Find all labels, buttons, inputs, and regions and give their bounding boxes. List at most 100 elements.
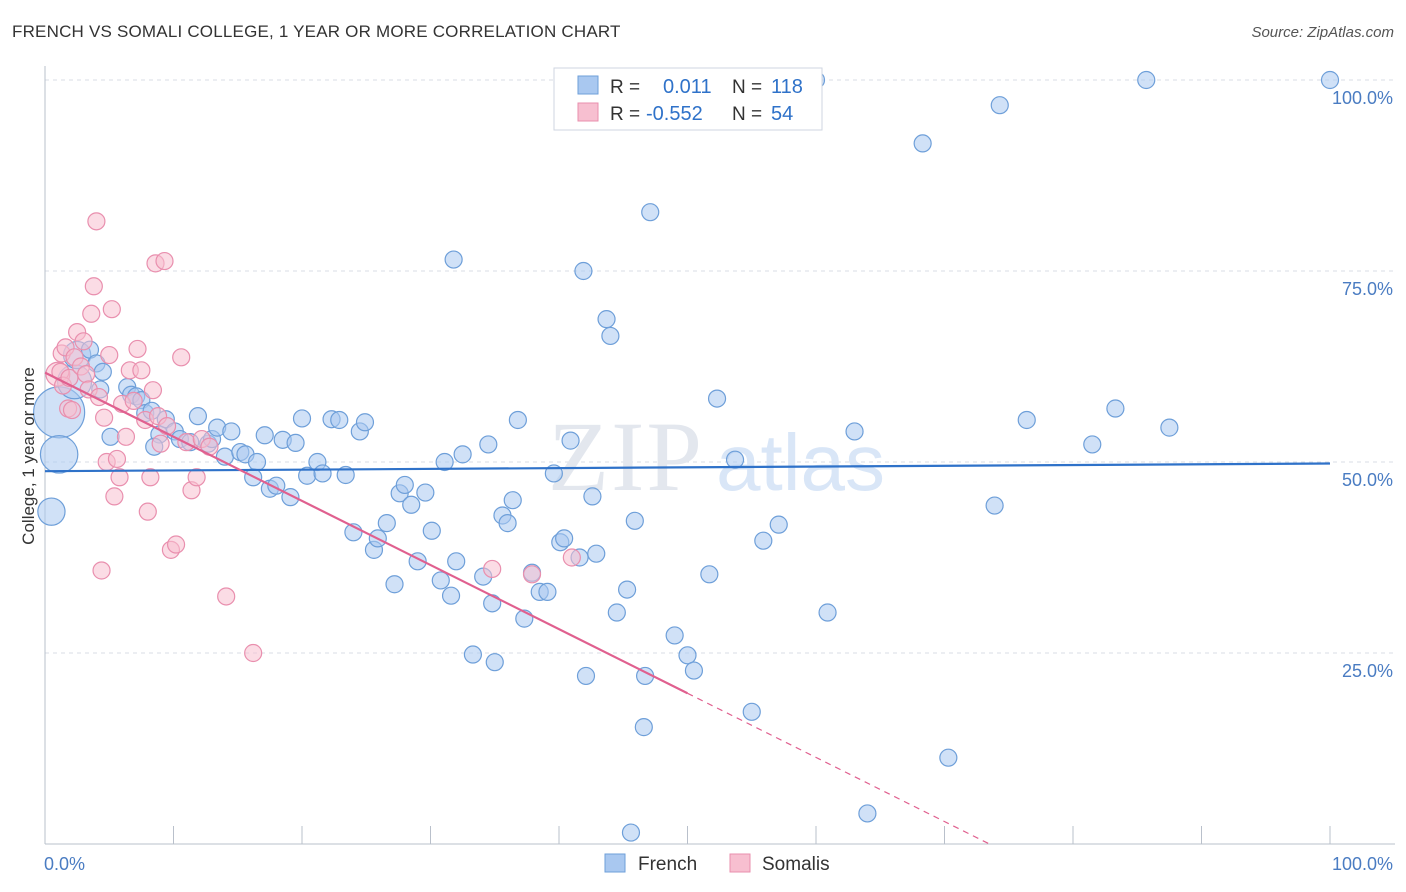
point-french-81 bbox=[574, 261, 593, 281]
point-french-108 bbox=[990, 96, 1009, 115]
point-somalis-53 bbox=[562, 548, 581, 567]
point-somalis-23 bbox=[105, 487, 124, 506]
trend-line-extension-somalis bbox=[687, 692, 990, 845]
x-tick-label-max: 100.0% bbox=[1332, 854, 1393, 874]
point-french-86 bbox=[607, 603, 626, 622]
point-french-111 bbox=[1106, 399, 1125, 418]
point-french-53 bbox=[402, 495, 421, 514]
legend-n-label-french: N = bbox=[732, 77, 762, 98]
point-somalis-40 bbox=[157, 416, 177, 436]
point-french-95 bbox=[700, 565, 719, 584]
point-somalis-52 bbox=[522, 565, 542, 584]
point-french-36 bbox=[286, 433, 305, 452]
point-french-114 bbox=[1320, 70, 1340, 90]
point-somalis-19 bbox=[95, 408, 114, 427]
point-french-90 bbox=[634, 718, 653, 737]
point-french-99 bbox=[754, 531, 773, 550]
point-somalis-21 bbox=[100, 345, 119, 365]
point-french-91 bbox=[641, 203, 660, 222]
legend-top: R = 0.011 N = 118 R = -0.552 N = 54 bbox=[553, 67, 823, 131]
point-french-2 bbox=[37, 497, 66, 526]
y-axis-label: College, 1 year or more bbox=[19, 367, 38, 545]
point-french-84 bbox=[597, 310, 616, 329]
point-french-113 bbox=[1160, 418, 1179, 437]
y-tick-label-100: 100.0% bbox=[1332, 88, 1393, 108]
point-somalis-7 bbox=[62, 400, 82, 420]
point-french-106 bbox=[939, 748, 958, 767]
point-french-43 bbox=[336, 465, 355, 485]
point-somalis-18 bbox=[92, 561, 111, 580]
point-somalis-27 bbox=[116, 427, 136, 446]
point-somalis-49 bbox=[217, 587, 236, 606]
legend-bottom-swatch-french bbox=[604, 853, 626, 873]
point-french-65 bbox=[483, 594, 502, 613]
tick-labels: 25.0% 50.0% 75.0% 100.0% 0.0% 100.0% bbox=[44, 88, 1393, 874]
point-somalis-24 bbox=[107, 449, 127, 469]
legend-r-label-french: R = bbox=[610, 77, 640, 98]
point-french-60 bbox=[447, 552, 466, 571]
point-french-1 bbox=[39, 435, 79, 474]
point-french-68 bbox=[498, 514, 517, 533]
point-french-31 bbox=[255, 426, 274, 445]
legend-swatch-french bbox=[577, 75, 599, 95]
point-french-112 bbox=[1137, 70, 1156, 90]
point-french-26 bbox=[222, 422, 241, 441]
point-french-62 bbox=[463, 645, 483, 664]
x-tick-label-min: 0.0% bbox=[44, 854, 85, 874]
legend-n-value-french: 118 bbox=[771, 76, 803, 98]
source-label: Source: ZipAtlas.com bbox=[1251, 24, 1394, 41]
point-french-110 bbox=[1083, 435, 1102, 454]
legend-swatch-somalis bbox=[577, 102, 599, 122]
point-somalis-30 bbox=[128, 339, 147, 359]
point-french-52 bbox=[395, 475, 414, 495]
point-somalis-25 bbox=[110, 468, 129, 487]
point-french-70 bbox=[508, 410, 527, 430]
point-french-46 bbox=[355, 413, 375, 432]
point-somalis-22 bbox=[102, 300, 121, 319]
point-french-8 bbox=[93, 362, 112, 381]
legend-bottom-somalis: Somalis bbox=[762, 854, 830, 875]
point-french-61 bbox=[453, 445, 472, 464]
watermark-zip: ZIP bbox=[548, 401, 704, 512]
point-somalis-11 bbox=[74, 332, 93, 351]
gridlines bbox=[45, 79, 1395, 654]
point-somalis-14 bbox=[82, 304, 101, 323]
point-somalis-51 bbox=[483, 559, 502, 579]
point-french-57 bbox=[431, 571, 450, 590]
point-french-64 bbox=[479, 435, 498, 454]
point-french-77 bbox=[555, 529, 574, 548]
point-french-98 bbox=[742, 702, 761, 721]
point-french-9 bbox=[101, 427, 120, 446]
point-french-96 bbox=[707, 389, 727, 408]
point-french-49 bbox=[377, 514, 396, 533]
y-tick-label-50: 50.0% bbox=[1342, 470, 1393, 490]
point-french-104 bbox=[858, 804, 877, 823]
point-somalis-16 bbox=[87, 212, 106, 231]
point-somalis-43 bbox=[172, 348, 191, 367]
point-french-94 bbox=[684, 661, 704, 680]
point-french-115 bbox=[621, 823, 641, 842]
trend-line-french bbox=[44, 462, 1331, 473]
point-french-107 bbox=[985, 496, 1004, 515]
point-french-37 bbox=[292, 409, 312, 428]
point-french-69 bbox=[503, 491, 522, 510]
point-french-50 bbox=[385, 575, 404, 594]
point-somalis-38 bbox=[151, 434, 170, 453]
point-somalis-29 bbox=[124, 391, 143, 410]
point-french-87 bbox=[618, 580, 637, 599]
point-french-42 bbox=[330, 410, 349, 430]
legend-bottom-french: French bbox=[638, 854, 697, 875]
point-french-56 bbox=[422, 521, 441, 540]
trend-lines bbox=[44, 371, 1331, 845]
y-tick-label-25: 25.0% bbox=[1342, 661, 1393, 681]
scatter-points bbox=[33, 70, 1340, 842]
point-french-21 bbox=[188, 407, 208, 426]
point-somalis-42 bbox=[166, 535, 186, 554]
point-french-85 bbox=[601, 326, 620, 346]
chart-title: FRENCH VS SOMALI COLLEGE, 1 YEAR OR MORE… bbox=[12, 22, 621, 41]
point-french-59 bbox=[441, 586, 461, 605]
point-french-105 bbox=[913, 134, 932, 153]
point-french-40 bbox=[313, 464, 332, 483]
point-somalis-50 bbox=[244, 643, 263, 663]
